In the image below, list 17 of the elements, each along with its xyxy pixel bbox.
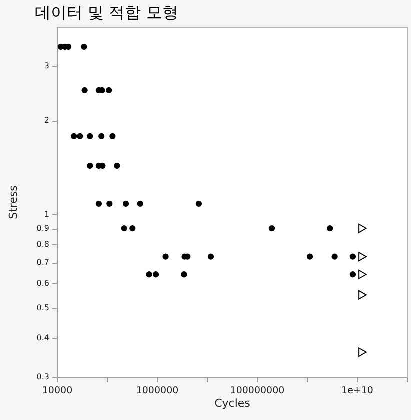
- y-tick-label: 0.9: [36, 224, 50, 234]
- x-tick-label: 100000000: [230, 386, 285, 396]
- y-tick-label: 0.3: [36, 372, 50, 382]
- y-tick-label: 1: [44, 210, 50, 219]
- y-tick-label: 2: [44, 116, 50, 126]
- x-tick-label: 1000000: [136, 386, 179, 396]
- y-tick-label: 0.4: [36, 334, 50, 343]
- x-tick-label: 10000: [42, 386, 73, 396]
- y-tick-label: 0.7: [36, 258, 50, 268]
- y-tick-label: 0.5: [36, 303, 50, 312]
- y-tick-label: 3: [44, 61, 50, 70]
- x-tick-label: 1e+10: [342, 386, 374, 396]
- y-axis-title: Stress: [6, 185, 20, 220]
- chart-title: 데이터 및 적합 모형: [35, 3, 178, 22]
- y-tick-label: 0.8: [36, 240, 50, 249]
- y-tick-label: 0.6: [36, 278, 50, 288]
- x-axis-title: Cycles: [214, 397, 251, 410]
